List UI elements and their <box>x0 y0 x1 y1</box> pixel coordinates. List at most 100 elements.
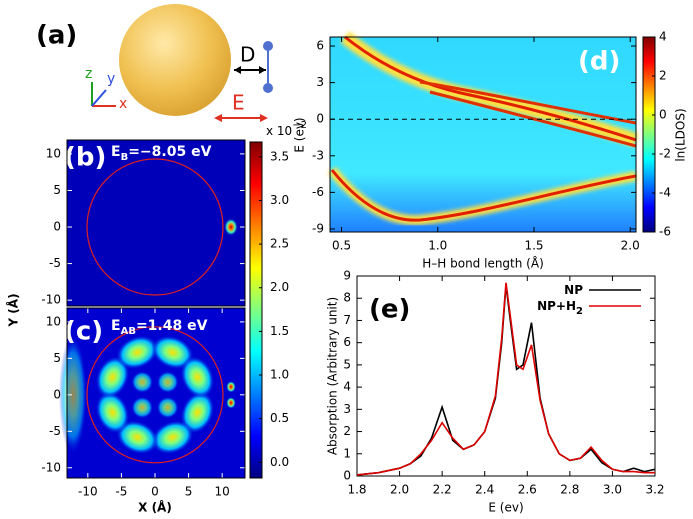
colorbar-tick-label: 1.5 <box>270 324 289 338</box>
legend-label-part: NP+H <box>537 299 576 313</box>
colorbar <box>250 142 262 478</box>
h-atom <box>263 41 273 51</box>
x-axis-label: E (ev) <box>488 501 523 515</box>
colorbar-tick-label: 1.0 <box>270 368 289 382</box>
colorbar-tick-label: 0.0 <box>270 455 289 469</box>
x-tick-label: 2.0 <box>621 239 640 253</box>
y-tick-label: -10 <box>41 293 61 307</box>
annotation-part: =1.48 eV <box>136 318 208 334</box>
y-tick-label: 7 <box>343 313 351 327</box>
legend-label: NP <box>564 283 583 297</box>
colorbar-scale-part: x 10 <box>266 124 292 138</box>
y-tick-label: 5 <box>53 183 61 197</box>
y-tick-label: 5 <box>53 351 61 365</box>
nanoparticle <box>119 4 231 116</box>
y-tick-label: 0 <box>53 387 61 401</box>
x-tick-label: 2.2 <box>433 483 452 497</box>
x-tick-label: 5 <box>185 485 193 499</box>
axis-name: y <box>107 71 115 87</box>
x-tick-label: 0.5 <box>332 239 351 253</box>
lobe <box>131 397 153 419</box>
y-axis <box>92 90 106 106</box>
x-tick-label: 1.5 <box>524 239 543 253</box>
y-tick-label: -9 <box>312 221 324 235</box>
x-tick-label: 3.2 <box>645 483 664 497</box>
x-tick-label: 2.0 <box>390 483 409 497</box>
axis-name: x <box>119 96 127 112</box>
y-tick-label: -5 <box>49 256 61 270</box>
y-tick-label: -3 <box>312 148 324 162</box>
y-tick-label: 10 <box>46 146 61 160</box>
annotation-part: =−8.05 eV <box>128 144 211 160</box>
legend-label-part: 2 <box>576 306 583 317</box>
y-tick-label: 10 <box>46 314 61 328</box>
x-tick-label: 10 <box>215 485 230 499</box>
x-tick-label: 0 <box>151 485 159 499</box>
y-tick-label: 3 <box>343 402 351 416</box>
colorbar-tick-label: 0 <box>659 108 667 122</box>
y-tick-label: 9 <box>343 269 351 283</box>
y-tick-label: 0 <box>316 112 324 126</box>
y-tick-label: 6 <box>316 39 324 53</box>
panel-label: (c) <box>64 317 103 347</box>
legend-label: NP+H2 <box>537 299 583 318</box>
colorbar-tick-label: 4 <box>659 30 667 44</box>
y-tick-label: -10 <box>41 460 61 474</box>
hotspot <box>226 381 236 393</box>
y-tick-label: 0 <box>343 469 351 483</box>
colorbar-tick-label: 2 <box>659 69 667 83</box>
y-tick-label: 0 <box>53 220 61 234</box>
colorbar-tick-label: 3.0 <box>270 193 289 207</box>
annotation-part: B <box>121 152 129 163</box>
axis-name: z <box>85 66 92 82</box>
lobe <box>131 371 153 393</box>
panel-label: (b) <box>64 143 106 173</box>
y-tick-label: 1 <box>343 446 351 460</box>
x-tick-label: -10 <box>78 485 98 499</box>
y-tick-label: -6 <box>312 185 324 199</box>
x-tick-label: 2.4 <box>475 483 494 497</box>
x-tick-label: -5 <box>115 485 127 499</box>
colorbar-label: ln(LDOS) <box>674 108 688 161</box>
y-tick-label: 4 <box>343 380 351 394</box>
x-tick-label: 3.0 <box>603 483 622 497</box>
annotation-part: AB <box>121 326 136 337</box>
hotspot <box>224 218 238 236</box>
y-axis-label: Y (Å) <box>6 293 21 327</box>
lobe <box>157 397 179 419</box>
colorbar <box>643 37 655 232</box>
x-tick-label: 2.8 <box>560 483 579 497</box>
colorbar-tick-label: -6 <box>659 225 671 239</box>
field-label: E <box>232 91 245 115</box>
x-axis-label: X (Å) <box>138 500 172 515</box>
hotspot <box>226 397 236 409</box>
x-tick-label: 2.6 <box>518 483 537 497</box>
colorbar-tick-label: 3.5 <box>270 149 289 163</box>
y-tick-label: 6 <box>343 335 351 349</box>
h-atom <box>263 83 273 93</box>
x-axis-label: H–H bond length (Å) <box>422 256 544 271</box>
colorbar-tick-label: -4 <box>659 186 671 200</box>
distance-label: D <box>240 43 255 67</box>
y-tick-label: 8 <box>343 291 351 305</box>
legend-label-part: NP <box>564 283 583 297</box>
lobe <box>59 335 87 455</box>
annotation-part: E <box>111 144 121 160</box>
y-tick-label: 2 <box>343 424 351 438</box>
panel-label: (e) <box>369 295 410 325</box>
lobe <box>157 371 179 393</box>
panel-label: (a) <box>36 21 77 51</box>
colorbar-tick-label: 0.5 <box>270 411 289 425</box>
panel-label: (d) <box>578 47 620 77</box>
figure: (a) D E x y z (b)EB=−8.05 eV1050-5-10Y (… <box>0 0 693 519</box>
y-tick-label: -5 <box>49 424 61 438</box>
x-tick-label: 1.0 <box>428 239 447 253</box>
x-tick-label: 1.8 <box>347 483 366 497</box>
annotation-part: E <box>111 318 121 334</box>
y-tick-label: 3 <box>316 75 324 89</box>
y-axis-label: E (ev) <box>293 117 307 152</box>
y-tick-label: 5 <box>343 357 351 371</box>
colorbar-tick-label: 2.5 <box>270 237 289 251</box>
colorbar-tick-label: -2 <box>659 147 671 161</box>
y-axis-label: Absorption (Arbitrary unit) <box>326 297 340 455</box>
